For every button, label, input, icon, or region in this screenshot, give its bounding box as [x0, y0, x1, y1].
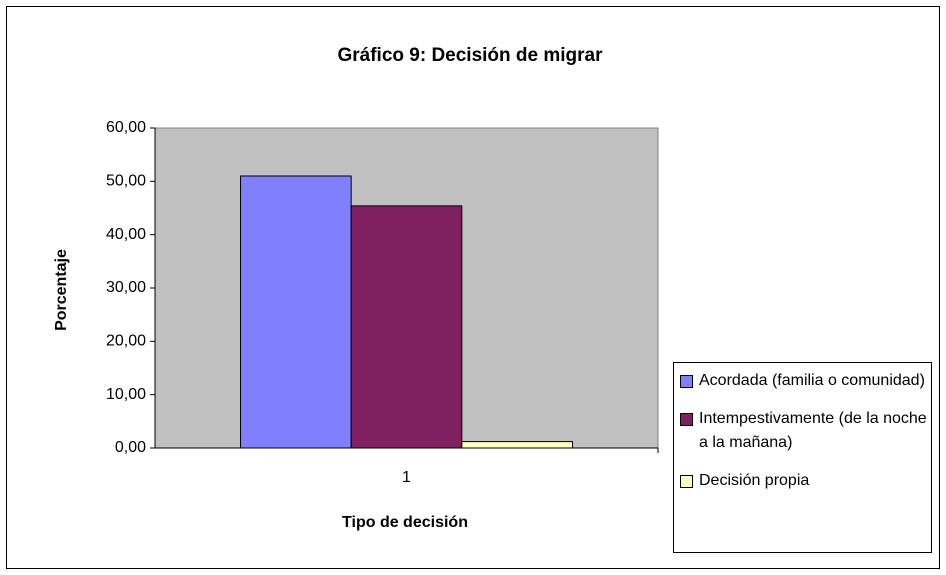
legend-label: Intempestivamente (de la noche a la maña… [699, 410, 927, 451]
legend-swatch [680, 475, 693, 488]
legend: Acordada (familia o comunidad) Intempesti… [673, 362, 932, 553]
legend-label: Acordada (familia o comunidad) [699, 372, 925, 389]
chart-title: Gráfico 9: Decisión de migrar [337, 45, 603, 66]
y-tick-label: 30,00 [106, 279, 146, 296]
y-tick-label: 20,00 [106, 333, 146, 350]
bar [350, 205, 463, 449]
y-tick-label: 60,00 [106, 119, 146, 136]
y-tick-label: 50,00 [106, 173, 146, 190]
y-tick-label: 0,00 [115, 439, 146, 456]
bar [240, 175, 352, 449]
bar [461, 441, 573, 449]
y-tick-label: 10,00 [106, 386, 146, 403]
legend-swatch [680, 375, 693, 388]
legend-swatch [680, 413, 693, 426]
legend-entry: Intempestivamente (de la noche a la maña… [680, 407, 931, 455]
y-axis-label: Porcentaje [53, 249, 70, 331]
y-tick-label: 40,00 [106, 226, 146, 243]
legend-label: Decisión propia [699, 472, 810, 489]
legend-entry: Decisión propia [680, 469, 931, 493]
x-axis-label: Tipo de decisión [342, 514, 468, 531]
x-tick-label: 1 [402, 469, 411, 486]
legend-entry: Acordada (familia o comunidad) [680, 369, 931, 393]
